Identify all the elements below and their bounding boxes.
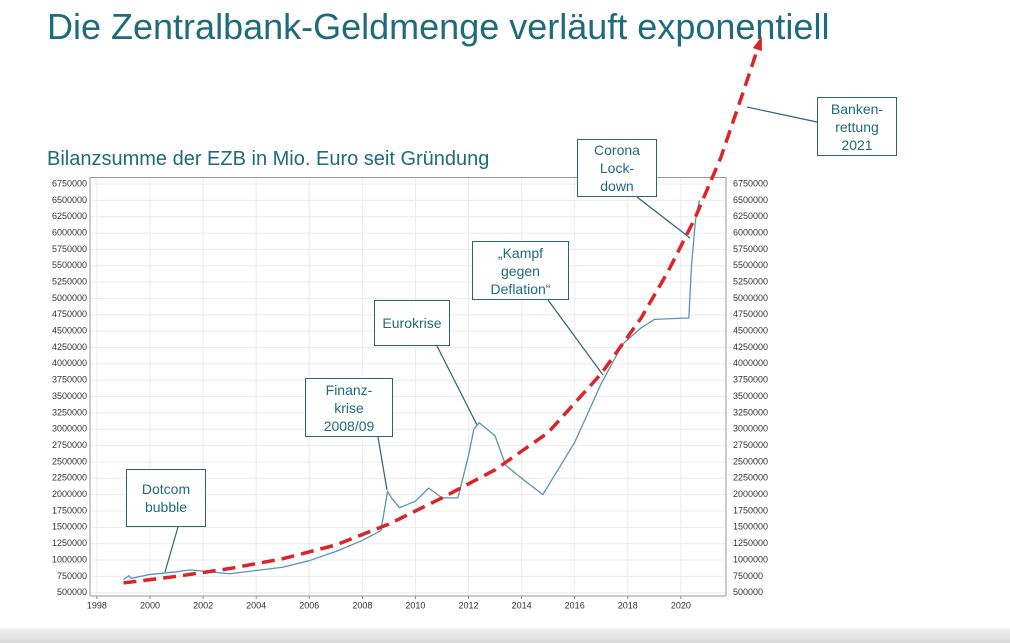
y-tick-label: 4250000 [52, 342, 87, 352]
x-tick-label: 2000 [140, 600, 160, 610]
plot-frame [89, 177, 727, 597]
slide-title: Die Zentralbank-Geldmenge verläuft expon… [47, 6, 830, 47]
y-tick-label: 2500000 [52, 456, 87, 466]
y2-tick-label: 1750000 [733, 505, 768, 515]
y-tick-label: 3500000 [52, 391, 87, 401]
annotation-leader [746, 106, 818, 123]
y2-tick-label: 5500000 [733, 260, 768, 270]
y2-tick-label: 6500000 [733, 195, 768, 205]
y-tick-label: 6500000 [52, 195, 87, 205]
y2-tick-label: 4750000 [733, 309, 768, 319]
y2-tick-label: 2500000 [733, 456, 768, 466]
y2-tick-label: 5000000 [733, 293, 768, 303]
y-tick-label: 6750000 [52, 178, 87, 188]
x-tick-label: 2004 [246, 600, 266, 610]
y2-tick-label: 750000 [733, 571, 763, 581]
y-tick-label: 5250000 [52, 277, 87, 287]
bottom-bar [0, 628, 1010, 643]
y2-tick-label: 3750000 [733, 375, 768, 385]
y2-tick-label: 5250000 [733, 277, 768, 287]
y2-tick-label: 2750000 [733, 440, 768, 450]
y2-tick-label: 4500000 [733, 326, 768, 336]
annotation: Corona Lock- down [577, 139, 657, 197]
data-line [123, 200, 701, 581]
y-tick-label: 4750000 [52, 309, 87, 319]
y-tick-label: 3250000 [52, 407, 87, 417]
annotation-leader [636, 196, 691, 239]
y2-tick-label: 1000000 [733, 554, 768, 564]
annotation: Eurokrise [374, 300, 450, 346]
x-tick-label: 2016 [565, 600, 585, 610]
y-tick-label: 5500000 [52, 260, 87, 270]
y-tick-label: 1250000 [52, 538, 87, 548]
y2-tick-label: 5750000 [733, 244, 768, 254]
y-tick-label: 750000 [57, 571, 87, 581]
y-tick-label: 500000 [57, 587, 87, 597]
chart-title: Bilanzsumme der EZB in Mio. Euro seit Gr… [47, 148, 490, 170]
x-tick-label: 2002 [193, 600, 213, 610]
y-tick-label: 4500000 [52, 326, 87, 336]
y2-tick-label: 1250000 [733, 538, 768, 548]
x-tick-label: 1998 [87, 600, 107, 610]
y2-tick-label: 2000000 [733, 489, 768, 499]
y-tick-label: 1750000 [52, 505, 87, 515]
y-tick-label: 4000000 [52, 358, 87, 368]
y2-tick-label: 3500000 [733, 391, 768, 401]
y-tick-label: 2000000 [52, 489, 87, 499]
y-tick-label: 6250000 [52, 211, 87, 221]
annotation: Finanz- krise 2008/09 [305, 378, 393, 437]
x-tick-label: 2014 [512, 600, 532, 610]
y2-tick-label: 3000000 [733, 424, 768, 434]
x-tick-label: 2006 [299, 600, 319, 610]
y-tick-label: 6000000 [52, 227, 87, 237]
annotation-leader [164, 526, 179, 573]
x-tick-label: 2018 [618, 600, 638, 610]
y2-tick-label: 4250000 [733, 342, 768, 352]
y-tick-label: 1000000 [52, 554, 87, 564]
y-tick-label: 1500000 [52, 522, 87, 532]
annotation-leader [436, 345, 478, 426]
x-tick-label: 2012 [459, 600, 479, 610]
annotation-leader [547, 299, 604, 376]
y2-tick-label: 3250000 [733, 407, 768, 417]
y-tick-label: 5750000 [52, 244, 87, 254]
y-tick-label: 3750000 [52, 375, 87, 385]
y2-tick-label: 6750000 [733, 178, 768, 188]
annotation: Banken- rettung 2021 [817, 97, 897, 156]
y-tick-label: 2250000 [52, 473, 87, 483]
annotation-leader [377, 436, 388, 491]
y2-tick-label: 1500000 [733, 522, 768, 532]
y2-tick-label: 2250000 [733, 473, 768, 483]
annotation: „Kampf gegen Deflation“ [472, 241, 569, 300]
y-tick-label: 3000000 [52, 424, 87, 434]
y-tick-label: 5000000 [52, 293, 87, 303]
x-tick-label: 2010 [405, 600, 425, 610]
trend-line [123, 39, 763, 585]
x-tick-label: 2008 [352, 600, 372, 610]
annotation: Dotcom bubble [126, 469, 206, 527]
y-tick-label: 2750000 [52, 440, 87, 450]
trend-arrowhead [752, 36, 762, 52]
x-tick-label: 2020 [671, 600, 691, 610]
y2-tick-label: 6250000 [733, 211, 768, 221]
y2-tick-label: 4000000 [733, 358, 768, 368]
y2-tick-label: 500000 [733, 587, 763, 597]
y2-tick-label: 6000000 [733, 227, 768, 237]
